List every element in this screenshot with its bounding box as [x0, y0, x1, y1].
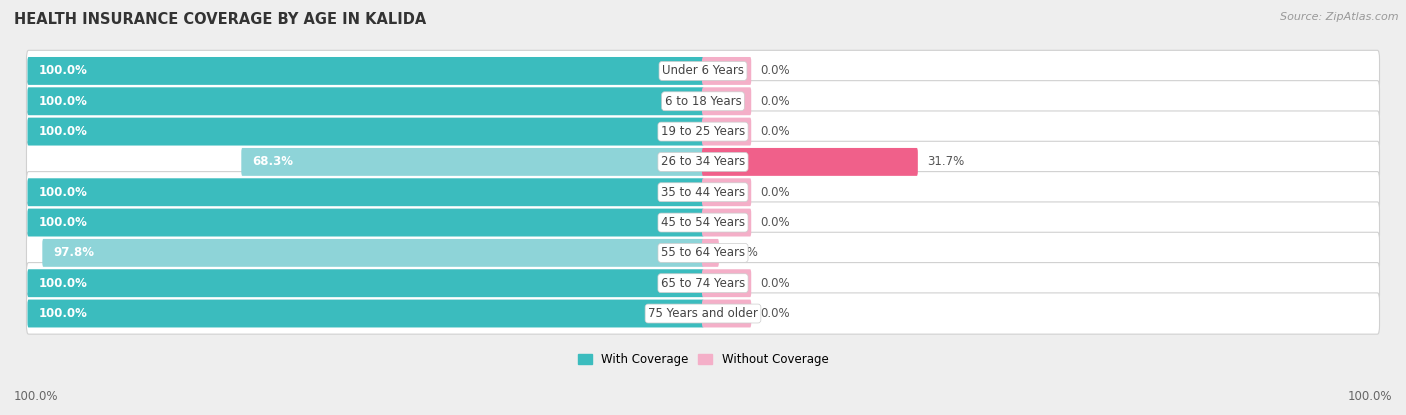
- FancyBboxPatch shape: [27, 141, 1379, 183]
- Text: 68.3%: 68.3%: [253, 155, 294, 168]
- Text: 0.0%: 0.0%: [761, 277, 790, 290]
- Text: 0.0%: 0.0%: [761, 95, 790, 108]
- Text: 2.2%: 2.2%: [728, 247, 758, 259]
- Text: Source: ZipAtlas.com: Source: ZipAtlas.com: [1281, 12, 1399, 22]
- Text: 100.0%: 100.0%: [38, 277, 87, 290]
- FancyBboxPatch shape: [702, 239, 718, 267]
- Text: 0.0%: 0.0%: [761, 64, 790, 78]
- FancyBboxPatch shape: [28, 269, 704, 297]
- FancyBboxPatch shape: [27, 172, 1379, 213]
- FancyBboxPatch shape: [28, 178, 704, 206]
- FancyBboxPatch shape: [702, 300, 751, 327]
- FancyBboxPatch shape: [242, 148, 704, 176]
- FancyBboxPatch shape: [42, 239, 704, 267]
- Text: 55 to 64 Years: 55 to 64 Years: [661, 247, 745, 259]
- FancyBboxPatch shape: [27, 232, 1379, 273]
- FancyBboxPatch shape: [27, 293, 1379, 334]
- Text: 26 to 34 Years: 26 to 34 Years: [661, 155, 745, 168]
- FancyBboxPatch shape: [702, 269, 751, 297]
- Text: 31.7%: 31.7%: [927, 155, 965, 168]
- FancyBboxPatch shape: [28, 209, 704, 237]
- FancyBboxPatch shape: [28, 57, 704, 85]
- Text: 100.0%: 100.0%: [1347, 390, 1392, 403]
- Text: 0.0%: 0.0%: [761, 307, 790, 320]
- Legend: With Coverage, Without Coverage: With Coverage, Without Coverage: [572, 348, 834, 371]
- Text: 75 Years and older: 75 Years and older: [648, 307, 758, 320]
- Text: 100.0%: 100.0%: [38, 95, 87, 108]
- FancyBboxPatch shape: [27, 111, 1379, 152]
- Text: 100.0%: 100.0%: [38, 307, 87, 320]
- Text: 19 to 25 Years: 19 to 25 Years: [661, 125, 745, 138]
- FancyBboxPatch shape: [28, 87, 704, 115]
- Text: 0.0%: 0.0%: [761, 186, 790, 199]
- FancyBboxPatch shape: [702, 87, 751, 115]
- Text: 100.0%: 100.0%: [38, 64, 87, 78]
- Text: 65 to 74 Years: 65 to 74 Years: [661, 277, 745, 290]
- FancyBboxPatch shape: [27, 202, 1379, 243]
- FancyBboxPatch shape: [702, 178, 751, 206]
- Text: 6 to 18 Years: 6 to 18 Years: [665, 95, 741, 108]
- Text: 35 to 44 Years: 35 to 44 Years: [661, 186, 745, 199]
- Text: 97.8%: 97.8%: [53, 247, 94, 259]
- Text: 100.0%: 100.0%: [38, 186, 87, 199]
- FancyBboxPatch shape: [28, 300, 704, 327]
- FancyBboxPatch shape: [702, 57, 751, 85]
- FancyBboxPatch shape: [27, 263, 1379, 304]
- FancyBboxPatch shape: [28, 117, 704, 146]
- Text: 100.0%: 100.0%: [14, 390, 59, 403]
- FancyBboxPatch shape: [27, 50, 1379, 92]
- FancyBboxPatch shape: [27, 81, 1379, 122]
- FancyBboxPatch shape: [702, 117, 751, 146]
- FancyBboxPatch shape: [702, 209, 751, 237]
- FancyBboxPatch shape: [702, 148, 918, 176]
- Text: 0.0%: 0.0%: [761, 125, 790, 138]
- Text: HEALTH INSURANCE COVERAGE BY AGE IN KALIDA: HEALTH INSURANCE COVERAGE BY AGE IN KALI…: [14, 12, 426, 27]
- Text: 100.0%: 100.0%: [38, 125, 87, 138]
- Text: Under 6 Years: Under 6 Years: [662, 64, 744, 78]
- Text: 45 to 54 Years: 45 to 54 Years: [661, 216, 745, 229]
- Text: 0.0%: 0.0%: [761, 216, 790, 229]
- Text: 100.0%: 100.0%: [38, 216, 87, 229]
